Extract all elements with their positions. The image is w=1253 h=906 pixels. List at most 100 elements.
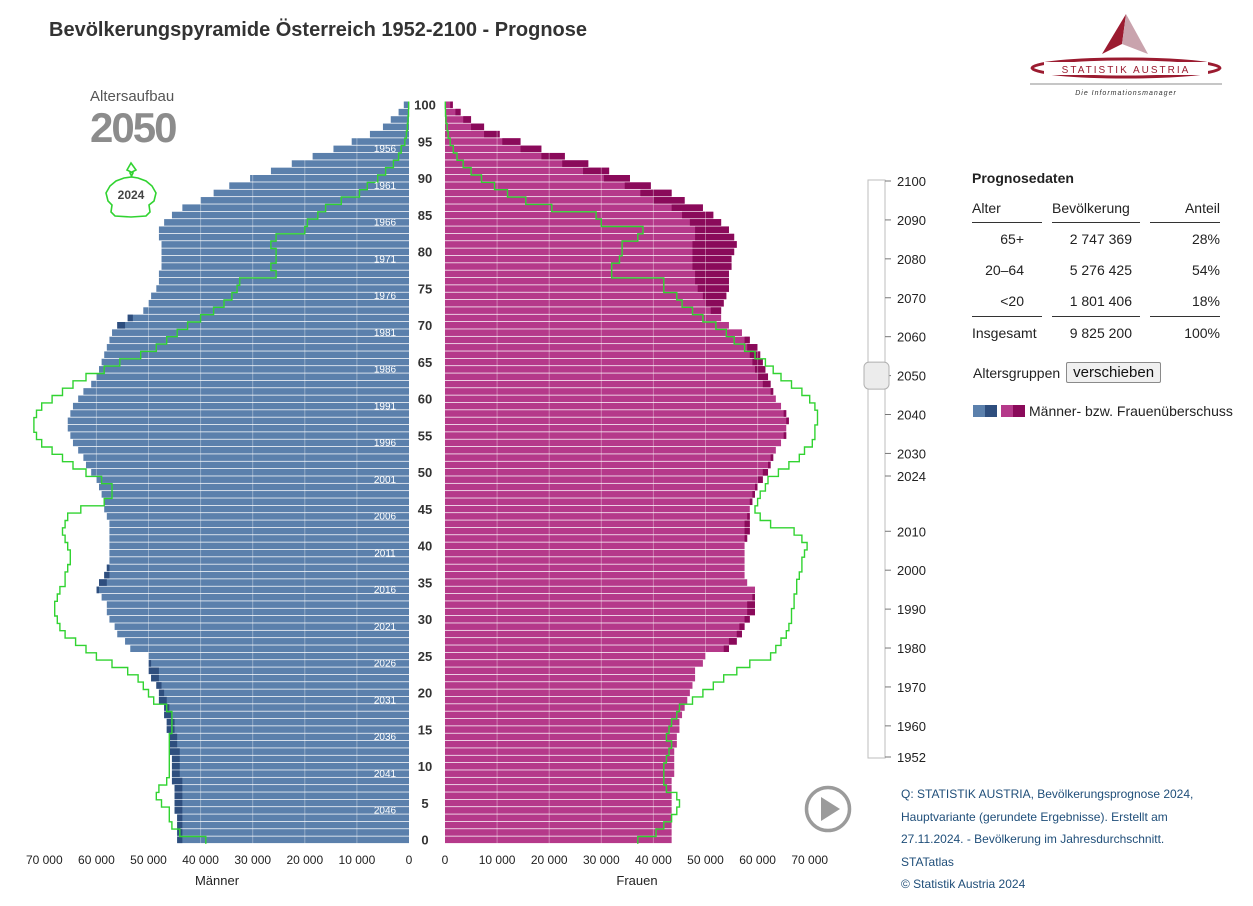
- prognose-row-under20: <20 1 801 406 18%: [972, 285, 1220, 317]
- female-bar: [445, 439, 782, 447]
- male-bar: [164, 219, 409, 226]
- female-bar: [445, 763, 675, 770]
- male-surplus-bar: [148, 660, 152, 667]
- male-bar: [351, 138, 409, 145]
- female-2024-outline: [444, 101, 819, 844]
- female-surplus-bar: [747, 608, 755, 616]
- male-bar: [106, 608, 409, 616]
- prognose-row-65plus: 65+ 2 747 369 28%: [972, 223, 1220, 255]
- male-bar: [127, 314, 409, 322]
- female-bar: [445, 329, 742, 336]
- female-bar: [445, 792, 672, 799]
- male-bar: [171, 211, 409, 219]
- female-bar: [445, 211, 714, 219]
- female-surplus-bar: [736, 630, 742, 638]
- female-bar: [445, 417, 789, 425]
- slider-year-label: 2030: [897, 446, 926, 461]
- male-surplus-bar: [169, 740, 178, 748]
- birth-year-label: 2011: [374, 548, 396, 559]
- slider-track[interactable]: [867, 179, 886, 759]
- female-surplus-bar: [562, 160, 589, 167]
- male-bar: [250, 175, 409, 182]
- prognose-total-row: Insgesamt 9 825 200 100%: [972, 316, 1220, 348]
- female-bar: [445, 410, 787, 417]
- male-bar: [83, 454, 409, 461]
- slider-year-label: 1952: [897, 750, 926, 765]
- female-bar: [445, 366, 766, 373]
- play-button[interactable]: [804, 785, 852, 833]
- age-tick-label: 75: [418, 281, 432, 296]
- anteil-cell: 28%: [1191, 230, 1220, 247]
- x-tick-label-right: 30 000: [583, 853, 620, 867]
- female-surplus-bar: [752, 593, 755, 601]
- female-surplus-bar: [762, 380, 771, 388]
- x-tick-label-right: 60 000: [739, 853, 776, 867]
- female-bar: [445, 571, 745, 579]
- birth-year-label: 1996: [374, 438, 397, 449]
- male-bar: [169, 740, 409, 748]
- male-bar: [166, 718, 409, 726]
- male-bar: [109, 535, 410, 542]
- female-surplus-bar: [739, 623, 745, 630]
- male-bar: [85, 461, 409, 469]
- male-bar: [156, 285, 409, 292]
- x-tick-label-right: 0: [442, 853, 449, 867]
- male-bar: [109, 557, 410, 564]
- female-bar: [445, 270, 729, 278]
- female-bar: [445, 402, 782, 410]
- comparison-outline: [33, 101, 819, 844]
- female-bar: [445, 461, 771, 469]
- male-surplus-bar: [171, 777, 183, 785]
- pyramid-bars: [67, 101, 789, 844]
- verschieben-button[interactable]: verschieben: [1066, 362, 1162, 383]
- x-tick-label-right: 10 000: [479, 853, 516, 867]
- female-bar: [445, 108, 461, 116]
- male-bar: [174, 799, 409, 807]
- male-bar: [312, 152, 409, 160]
- female-bar: [445, 299, 724, 307]
- male-bar: [151, 292, 410, 300]
- female-bar: [445, 740, 677, 748]
- year-slider[interactable]: 2100 2090 2080 2070 2060 2050 2040 2030 2024 2010…: [863, 174, 926, 765]
- male-surplus-bar: [104, 571, 110, 579]
- male-bar: [158, 277, 409, 285]
- year-header: Altersaufbau 2050 2024: [90, 88, 178, 218]
- male-surplus-bar: [171, 755, 180, 763]
- female-surplus-bar: [744, 336, 750, 344]
- birth-year-label: 2016: [374, 585, 397, 596]
- altersgruppen-control: Altersgruppen verschieben: [973, 362, 1162, 383]
- female-bar: [445, 807, 672, 814]
- male-bar: [104, 571, 409, 579]
- male-bar: [177, 829, 409, 836]
- male-surplus-bar: [158, 696, 167, 704]
- age-tick-label: 25: [418, 649, 432, 664]
- birth-year-label: 2036: [374, 732, 397, 743]
- male-bar: [171, 755, 409, 763]
- female-surplus-bar: [640, 189, 672, 197]
- male-bar: [148, 652, 409, 660]
- female-surplus-bar: [624, 182, 651, 189]
- statistik-austria-logo[interactable]: STATISTIK AUSTRIA Die Informationsmanage…: [1028, 10, 1224, 102]
- male-bar: [382, 123, 409, 131]
- age-tick-label: 90: [418, 171, 432, 186]
- female-bar: [445, 755, 675, 763]
- x-axis-label-women: Frauen: [616, 873, 657, 888]
- statatlas-link[interactable]: STATatlas: [901, 854, 954, 869]
- birth-year-label: 2041: [374, 769, 397, 780]
- female-bar: [445, 535, 748, 542]
- female-bar: [445, 292, 727, 300]
- female-bar: [445, 733, 677, 741]
- play-icon[interactable]: [821, 797, 840, 821]
- female-surplus-bar: [471, 123, 485, 131]
- female-bar: [445, 704, 685, 711]
- logo-swoosh: [1030, 57, 1222, 79]
- female-bar: [445, 593, 755, 601]
- female-bar: [445, 711, 683, 719]
- male-bar: [182, 204, 409, 211]
- male-bar: [96, 586, 410, 594]
- female-bar: [445, 777, 672, 785]
- male-bar: [158, 233, 409, 241]
- female-bar: [445, 660, 703, 667]
- slider-thumb[interactable]: [863, 361, 890, 390]
- female-bar: [445, 432, 787, 439]
